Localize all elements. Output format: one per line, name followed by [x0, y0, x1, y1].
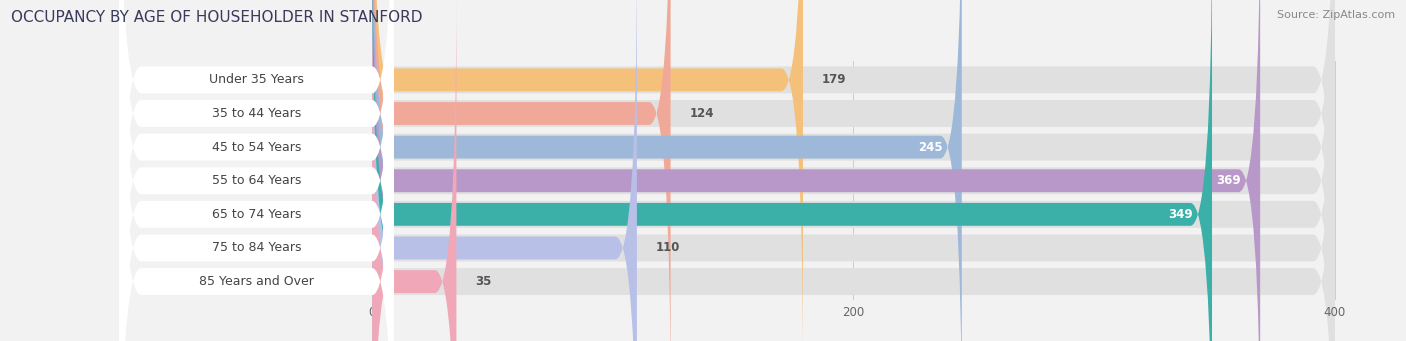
Text: 179: 179 [823, 73, 846, 86]
FancyBboxPatch shape [373, 0, 803, 341]
FancyBboxPatch shape [120, 0, 394, 341]
Text: 369: 369 [1216, 174, 1241, 187]
Text: 45 to 54 Years: 45 to 54 Years [212, 140, 301, 153]
FancyBboxPatch shape [120, 0, 394, 341]
Text: 75 to 84 Years: 75 to 84 Years [212, 241, 301, 254]
Text: 124: 124 [690, 107, 714, 120]
FancyBboxPatch shape [120, 0, 394, 341]
Text: Under 35 Years: Under 35 Years [209, 73, 304, 86]
Text: 349: 349 [1168, 208, 1192, 221]
FancyBboxPatch shape [373, 0, 1334, 341]
Text: 110: 110 [657, 241, 681, 254]
FancyBboxPatch shape [373, 0, 1334, 341]
FancyBboxPatch shape [373, 0, 637, 341]
Text: OCCUPANCY BY AGE OF HOUSEHOLDER IN STANFORD: OCCUPANCY BY AGE OF HOUSEHOLDER IN STANF… [11, 10, 423, 25]
FancyBboxPatch shape [373, 0, 1212, 341]
FancyBboxPatch shape [373, 0, 1260, 341]
FancyBboxPatch shape [373, 0, 1334, 341]
FancyBboxPatch shape [120, 0, 394, 341]
Text: 35: 35 [475, 275, 492, 288]
Text: 245: 245 [918, 140, 942, 153]
FancyBboxPatch shape [120, 0, 394, 341]
Text: 65 to 74 Years: 65 to 74 Years [212, 208, 301, 221]
FancyBboxPatch shape [373, 0, 1334, 341]
Text: 35 to 44 Years: 35 to 44 Years [212, 107, 301, 120]
FancyBboxPatch shape [373, 0, 962, 341]
FancyBboxPatch shape [120, 0, 394, 341]
Text: 55 to 64 Years: 55 to 64 Years [212, 174, 301, 187]
Text: 85 Years and Over: 85 Years and Over [200, 275, 314, 288]
Text: Source: ZipAtlas.com: Source: ZipAtlas.com [1277, 10, 1395, 20]
FancyBboxPatch shape [373, 0, 671, 341]
FancyBboxPatch shape [373, 0, 1334, 341]
FancyBboxPatch shape [120, 0, 394, 341]
FancyBboxPatch shape [373, 0, 1334, 341]
FancyBboxPatch shape [373, 0, 1334, 341]
FancyBboxPatch shape [373, 0, 457, 341]
